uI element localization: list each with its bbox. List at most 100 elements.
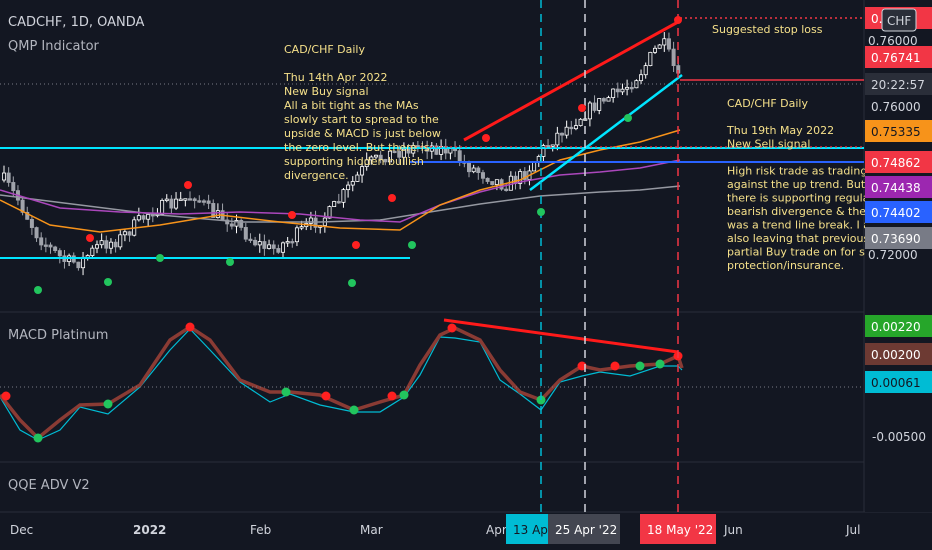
buy-signal-dot [408, 241, 416, 249]
sell-signal-dot [184, 181, 192, 189]
sell-signal-dot [482, 134, 490, 142]
sell-signal-dot [388, 194, 396, 202]
price-pane[interactable] [0, 32, 681, 276]
price-label-bg [865, 201, 932, 223]
macd-buy-dot [103, 399, 113, 409]
candle-body [671, 48, 676, 67]
sell-signal-dot [578, 104, 586, 112]
buy-signal-dot [104, 278, 112, 286]
candle-body [243, 227, 248, 240]
candle-body [606, 97, 611, 102]
indicator-title[interactable]: QMP Indicator [8, 39, 100, 54]
candle-body [39, 237, 44, 246]
candle-body [160, 200, 165, 215]
candle-body [592, 102, 597, 111]
candle-body [197, 200, 202, 203]
candle-body [587, 102, 592, 120]
candle-body [485, 177, 490, 182]
candle-body [629, 86, 634, 90]
macd-signal-line [0, 328, 683, 441]
currency-badge-bg [881, 8, 917, 32]
price-label-bg [865, 73, 932, 95]
macd-label-bg [865, 371, 932, 393]
candle-body [397, 150, 402, 158]
date-badge: 13 Apr [513, 523, 553, 537]
macd-label: 0.00220 [871, 320, 921, 334]
macd-sell-dot [387, 391, 397, 401]
candle-body [57, 250, 62, 257]
candle-body [578, 118, 583, 126]
candle-body [178, 198, 183, 201]
candle-body [122, 231, 127, 236]
buy-signal-dot [156, 254, 164, 262]
note-line: divergence. [284, 169, 349, 182]
candle-body [639, 74, 644, 82]
candle-body [215, 210, 220, 218]
price-label: 0.74862 [871, 156, 921, 170]
sell-signal-dot [86, 234, 94, 242]
buy-signal-dot [34, 286, 42, 294]
candle-body [541, 145, 546, 157]
candle-body [104, 240, 109, 249]
candle-body [564, 126, 569, 136]
note-line: there is supporting regular [727, 192, 874, 205]
price-label-bg [865, 120, 932, 142]
candle-body [248, 238, 253, 242]
candle-body [2, 172, 7, 181]
candle-body [490, 181, 495, 185]
macd-axis[interactable]: 0.00220 0.00200 0.00061 -0.00500 [865, 315, 932, 444]
note-line: against the up trend. But [727, 178, 866, 191]
note-line: the zero level. But there is [284, 141, 430, 154]
macd-label-bg [865, 315, 932, 337]
note-line: New Buy signal [284, 85, 369, 98]
macd-pane[interactable] [0, 322, 864, 443]
candle-body [294, 227, 299, 243]
candle-body [136, 215, 141, 221]
candle-body [25, 211, 30, 220]
macd-pane-title[interactable]: MACD Platinum [8, 328, 108, 343]
note-line: partial Buy trade on for some [727, 246, 889, 259]
ma-100-line [0, 159, 681, 223]
candle-body [601, 98, 606, 102]
candle-body [299, 226, 304, 229]
candle-body [625, 86, 630, 90]
candle-body [555, 132, 560, 146]
qqe-pane-title[interactable]: QQE ADV V2 [8, 478, 90, 493]
candle-body [192, 198, 197, 202]
candle-body [308, 217, 313, 224]
price-label-bg [865, 176, 932, 198]
candle-body [662, 38, 667, 46]
time-label: Jun [723, 523, 743, 537]
candle-body [573, 125, 578, 130]
price-tick: 0.72000 [868, 248, 918, 262]
candle-body [118, 234, 123, 248]
macd-label-bg [865, 343, 932, 365]
price-axis[interactable]: 0.760000.720000.77530.7674120:22:570.760… [865, 0, 932, 512]
overlays [0, 0, 864, 512]
sell-signal-dot [674, 16, 682, 24]
price-label: 0.74402 [871, 206, 921, 220]
note-line: CAD/CHF Daily [284, 43, 365, 56]
candle-body [234, 220, 239, 227]
macd-buy-dot [655, 359, 665, 369]
date-badge-bg [640, 514, 716, 544]
time-axis[interactable]: Dec 2022 Feb Mar Apr Jun Jul 13 Apr 25 Apr '22 18… [10, 514, 860, 544]
candle-body [476, 167, 481, 173]
candle-body [383, 159, 388, 163]
ma-50-line [0, 129, 681, 233]
candle-body [146, 214, 151, 220]
candle-body [11, 182, 16, 192]
currency-badge: CHF [887, 14, 911, 28]
candle-body [466, 162, 471, 173]
upper-trend-line [463, 20, 679, 142]
candle-body [532, 161, 537, 172]
candle-body [225, 219, 230, 225]
symbol-title[interactable]: CADCHF, 1D, OANDA [8, 15, 145, 30]
ma-200-line [0, 185, 681, 223]
candle-body [29, 218, 34, 228]
candle-body [560, 132, 565, 136]
candle-body [211, 203, 216, 218]
candle-body [480, 172, 485, 179]
